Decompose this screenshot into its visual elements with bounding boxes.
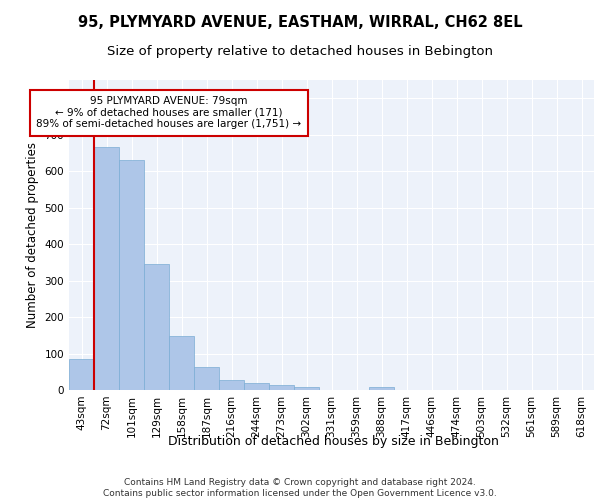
- Bar: [94, 148, 119, 390]
- Text: Distribution of detached houses by size in Bebington: Distribution of detached houses by size …: [167, 435, 499, 448]
- Y-axis label: Number of detached properties: Number of detached properties: [26, 142, 39, 328]
- Bar: [69, 359, 94, 390]
- Text: 95 PLYMYARD AVENUE: 79sqm
← 9% of detached houses are smaller (171)
89% of semi-: 95 PLYMYARD AVENUE: 79sqm ← 9% of detach…: [37, 96, 302, 130]
- Text: Contains HM Land Registry data © Crown copyright and database right 2024.
Contai: Contains HM Land Registry data © Crown c…: [103, 478, 497, 498]
- Bar: [369, 388, 394, 390]
- Bar: [119, 160, 144, 390]
- Bar: [144, 264, 169, 390]
- Bar: [244, 384, 269, 390]
- Text: Size of property relative to detached houses in Bebington: Size of property relative to detached ho…: [107, 45, 493, 58]
- Bar: [169, 336, 194, 390]
- Bar: [269, 384, 294, 390]
- Bar: [219, 380, 244, 390]
- Bar: [294, 388, 319, 390]
- Text: 95, PLYMYARD AVENUE, EASTHAM, WIRRAL, CH62 8EL: 95, PLYMYARD AVENUE, EASTHAM, WIRRAL, CH…: [77, 15, 523, 30]
- Bar: [194, 367, 219, 390]
